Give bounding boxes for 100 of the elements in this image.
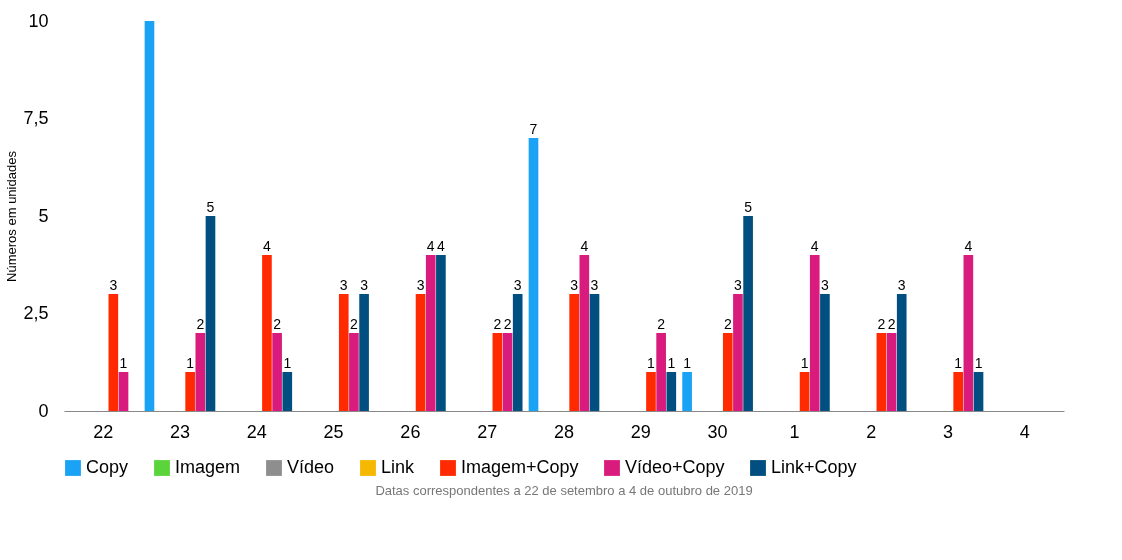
bar xyxy=(436,255,446,411)
bar xyxy=(528,138,539,411)
data-label: 1 xyxy=(283,355,292,371)
bar xyxy=(886,333,897,411)
legend-label: Link xyxy=(381,457,416,477)
data-label: 1 xyxy=(800,355,809,371)
x-tick-label: 24 xyxy=(246,421,267,442)
bar xyxy=(799,372,810,411)
bar xyxy=(722,333,733,411)
bar xyxy=(743,216,753,411)
bar xyxy=(359,294,369,411)
data-label: 4 xyxy=(964,238,973,254)
legend-label: Imagem+Copy xyxy=(461,457,579,477)
data-label: 3 xyxy=(360,277,369,293)
data-label: 2 xyxy=(196,316,205,332)
data-label: 4 xyxy=(580,238,589,254)
bar xyxy=(349,333,359,411)
data-label: 4 xyxy=(436,238,445,254)
y-tick-label: 5 xyxy=(38,205,49,226)
data-label: 7 xyxy=(529,121,538,137)
data-label: 3 xyxy=(821,277,830,293)
data-label: 5 xyxy=(206,199,215,215)
bar xyxy=(144,21,155,411)
data-label: 4 xyxy=(810,238,819,254)
data-label: 2 xyxy=(887,316,896,332)
bar xyxy=(963,255,974,411)
data-label: 3 xyxy=(109,277,118,293)
bar xyxy=(682,372,692,411)
legend-label: Vídeo+Copy xyxy=(625,457,725,477)
bar xyxy=(512,294,523,411)
x-tick-label: 30 xyxy=(707,421,728,442)
bar xyxy=(646,372,656,411)
bar xyxy=(666,372,677,411)
bar xyxy=(656,333,666,411)
bar xyxy=(809,255,820,411)
bar xyxy=(502,333,513,411)
data-label: 1 xyxy=(186,355,195,371)
data-label: 2 xyxy=(877,316,886,332)
data-label: 3 xyxy=(339,277,348,293)
data-label: 2 xyxy=(493,316,502,332)
data-label: 4 xyxy=(426,238,435,254)
y-tick-label: 0 xyxy=(38,400,49,421)
text: Datas correspondentes a 22 de setembro a 4 de outubro de 2019 xyxy=(375,483,753,498)
data-label: 2 xyxy=(503,316,512,332)
x-tick-label: 4 xyxy=(1019,421,1030,442)
x-tick-label: 3 xyxy=(943,421,954,442)
data-label: 1 xyxy=(667,355,676,371)
y-tick-label: 7,5 xyxy=(23,108,49,128)
y-tick-label: 2,5 xyxy=(23,303,49,323)
bar xyxy=(425,255,436,411)
bar xyxy=(569,294,579,411)
data-label: 1 xyxy=(647,355,656,371)
data-label: 3 xyxy=(590,277,599,293)
bar xyxy=(579,255,590,411)
bar xyxy=(953,372,964,411)
data-label: 3 xyxy=(734,277,743,293)
bar xyxy=(338,294,349,411)
y-axis-title: Números em unidades xyxy=(4,150,20,282)
x-tick-label: 23 xyxy=(169,421,190,442)
data-label: 3 xyxy=(570,277,579,293)
legend-label: Vídeo xyxy=(287,457,335,477)
data-label: 2 xyxy=(723,316,732,332)
bar xyxy=(195,333,206,411)
legend-label: Link+Copy xyxy=(771,457,857,477)
bar xyxy=(733,294,743,411)
bar xyxy=(973,372,984,411)
data-label: 2 xyxy=(350,316,359,332)
bar xyxy=(492,333,503,411)
data-label: 1 xyxy=(974,355,983,371)
data-label: 4 xyxy=(263,238,272,254)
legend-label: Imagem xyxy=(175,457,241,477)
data-label: 1 xyxy=(954,355,963,371)
bar xyxy=(185,372,195,411)
data-label: 2 xyxy=(273,316,282,332)
data-label: 3 xyxy=(416,277,425,293)
x-tick-label: 27 xyxy=(477,421,498,442)
bar xyxy=(876,333,887,411)
data-label: 5 xyxy=(744,199,753,215)
bar xyxy=(820,294,830,411)
data-label: 3 xyxy=(513,277,522,293)
y-tick-label: 10 xyxy=(28,10,49,31)
data-label: 2 xyxy=(657,316,666,332)
data-label: 1 xyxy=(119,355,128,371)
bar xyxy=(205,216,216,411)
x-tick-label: 25 xyxy=(323,421,344,442)
legend-label: Copy xyxy=(86,457,129,477)
bar xyxy=(262,255,272,411)
x-tick-label: 22 xyxy=(93,421,114,442)
bar xyxy=(118,372,129,411)
data-label: 3 xyxy=(897,277,906,293)
bar xyxy=(272,333,282,411)
bar xyxy=(282,372,293,411)
x-tick-label: 29 xyxy=(630,421,651,442)
bar xyxy=(108,294,119,411)
data-label: 1 xyxy=(683,355,692,371)
bar xyxy=(415,294,426,411)
bar xyxy=(589,294,600,411)
x-tick-label: 2 xyxy=(866,421,877,442)
x-tick-label: 28 xyxy=(553,421,575,442)
x-tick-label: 26 xyxy=(400,421,421,442)
